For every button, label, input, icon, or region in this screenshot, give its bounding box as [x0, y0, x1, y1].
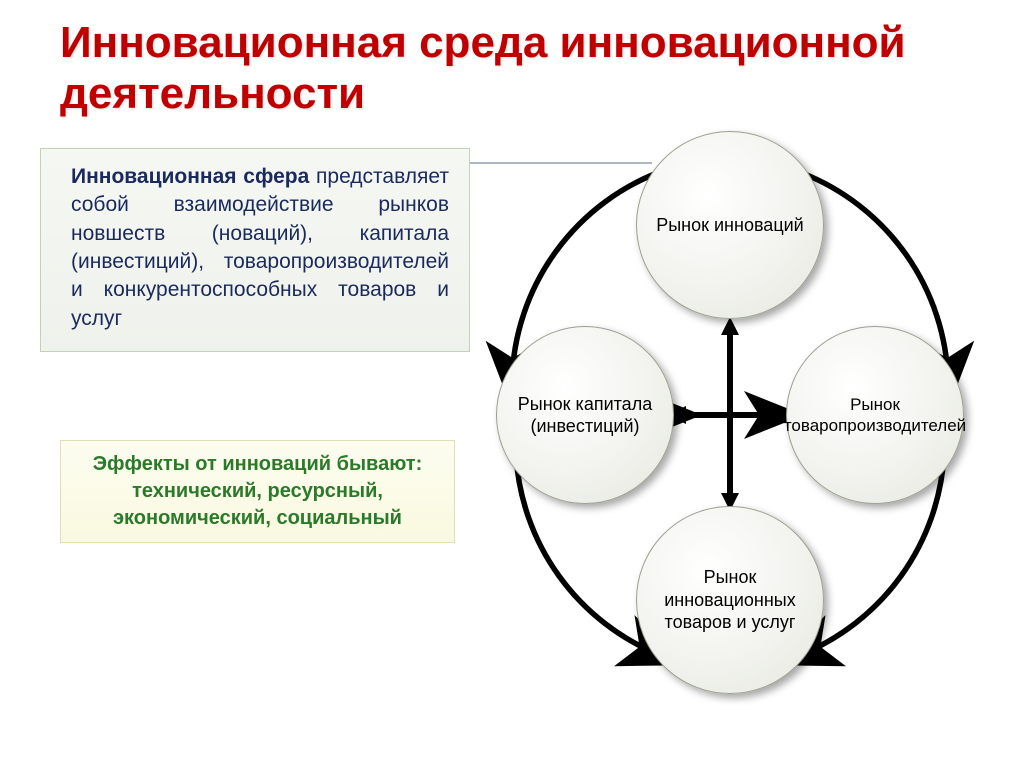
- node-bottom-label: Рынок инновационных товаров и услуг: [647, 566, 813, 634]
- node-left-label: Рынок капитала (инвестиций): [507, 393, 663, 438]
- page-title: Инновационная среда инновационной деятел…: [60, 18, 960, 119]
- node-capital-market: Рынок капитала (инвестиций): [496, 326, 674, 504]
- node-top-label: Рынок инноваций: [656, 214, 804, 237]
- innovation-diagram: Рынок инноваций Рынок капитала (инвестиц…: [480, 125, 1020, 685]
- definition-box: Инновационная сфера представляет собой в…: [40, 148, 470, 352]
- node-goods-services-market: Рынок инновационных товаров и услуг: [636, 506, 824, 694]
- definition-lead: Инновационная сфера: [71, 165, 309, 188]
- node-producers-market: Рынок товаропроизводителей: [786, 326, 964, 504]
- node-right-label: Рынок товаропроизводителей: [784, 394, 966, 437]
- effects-box: Эффекты от инноваций бывают: технический…: [60, 440, 455, 543]
- node-innovation-market: Рынок инноваций: [636, 131, 824, 319]
- effects-line2: технический, ресурсный, экономический, с…: [73, 478, 442, 532]
- effects-line1: Эффекты от инноваций бывают:: [73, 451, 442, 478]
- definition-body-text: представляет собой взаимодействие рынков…: [71, 165, 449, 330]
